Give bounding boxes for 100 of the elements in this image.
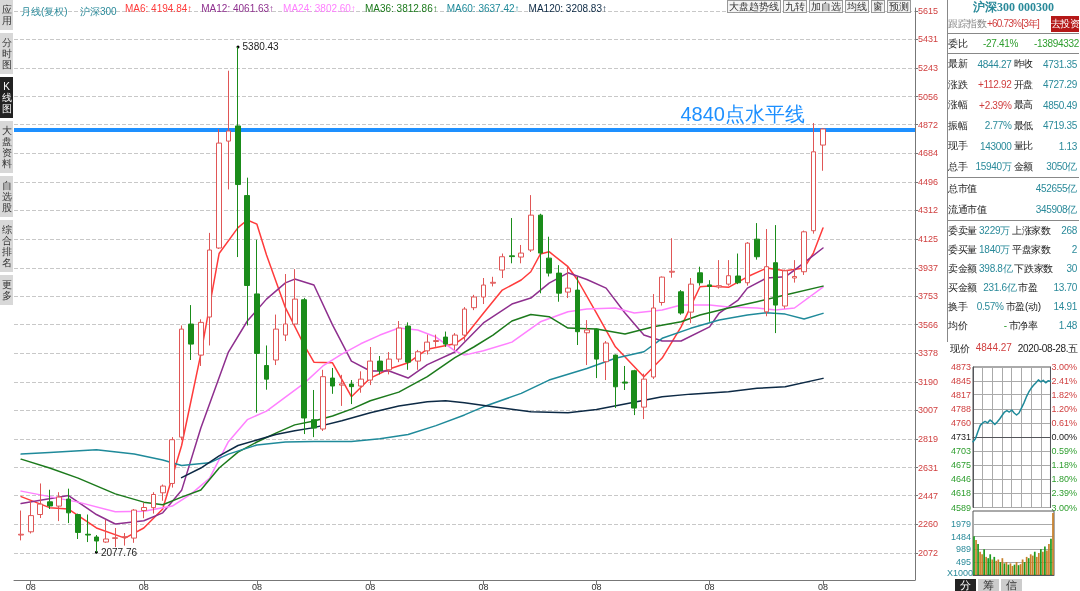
candlestick bbox=[112, 527, 118, 548]
candlestick bbox=[471, 294, 477, 311]
candlestick bbox=[528, 194, 534, 253]
candlestick bbox=[688, 277, 694, 324]
candlestick bbox=[160, 484, 166, 502]
text: 委卖量 bbox=[948, 223, 979, 238]
y2-tick-label: 0.00% bbox=[1051, 432, 1078, 443]
y2-tick-label: 1.82% bbox=[1051, 389, 1078, 400]
text: MA60: 3637.42↑ bbox=[446, 2, 520, 14]
candlestick bbox=[518, 244, 524, 264]
candlestick bbox=[575, 276, 580, 346]
y-tick-label: 5243 bbox=[918, 62, 939, 73]
text: 均价 bbox=[948, 318, 969, 333]
y-tick-label: 4817 bbox=[950, 389, 971, 400]
line-series bbox=[180, 377, 824, 479]
y-tick-label: 4731 bbox=[950, 432, 971, 443]
text: 换手 bbox=[948, 299, 969, 314]
candlestick bbox=[254, 239, 260, 414]
text: 量比 bbox=[1013, 139, 1034, 154]
y-tick-label: 989 bbox=[955, 544, 971, 555]
y2-tick-label: 2.39% bbox=[1051, 488, 1078, 499]
text: 2 bbox=[1070, 244, 1078, 255]
candlestick bbox=[207, 232, 212, 346]
text: 委比 bbox=[948, 36, 968, 51]
text: 最新 bbox=[948, 57, 969, 72]
candlestick bbox=[678, 289, 684, 316]
candlestick bbox=[726, 259, 731, 287]
candlestick bbox=[386, 351, 392, 375]
text: MA120: 3208.83↑ bbox=[528, 2, 607, 14]
text: 4727.29 bbox=[1041, 79, 1078, 91]
annotation: 2077.76 bbox=[100, 546, 138, 558]
candlestick bbox=[622, 365, 628, 391]
candlestick bbox=[745, 241, 750, 287]
text: 应用 bbox=[0, 0, 13, 30]
candlestick bbox=[131, 508, 137, 544]
y-tick-label: 4496 bbox=[918, 177, 939, 188]
candlestick bbox=[396, 320, 402, 363]
candlestick bbox=[707, 279, 712, 323]
candlestick bbox=[538, 213, 543, 294]
candlestick bbox=[405, 321, 411, 371]
x-tick-label: 08 bbox=[138, 581, 149, 591]
text: 452655亿 bbox=[1034, 181, 1078, 196]
candlestick bbox=[169, 436, 175, 489]
line-series bbox=[20, 311, 824, 467]
candlestick bbox=[801, 230, 807, 276]
y-tick-label: 4589 bbox=[950, 502, 971, 513]
text: 市盈(动) bbox=[1005, 299, 1042, 314]
text: 金额 bbox=[1013, 159, 1034, 174]
candlestick bbox=[641, 373, 647, 420]
chart-title: 月线(复权) bbox=[21, 5, 68, 17]
text: 1.48 bbox=[1057, 320, 1078, 331]
text: 市盈 bbox=[1018, 280, 1039, 295]
y-tick-label: 3566 bbox=[918, 319, 939, 330]
y-tick-label: 3753 bbox=[918, 290, 939, 301]
y-tick-label: 2072 bbox=[918, 548, 939, 559]
y-tick-label: 4845 bbox=[950, 375, 971, 386]
candlestick bbox=[782, 269, 788, 310]
text: 268 bbox=[1060, 225, 1078, 236]
text: -27.41% bbox=[982, 38, 1020, 49]
y-tick-label: 3007 bbox=[918, 405, 939, 416]
annotation: 窗 bbox=[871, 0, 885, 13]
candlestick bbox=[216, 128, 222, 250]
text: 上涨家数 bbox=[1011, 223, 1052, 238]
x-tick-label: 08 bbox=[365, 581, 376, 591]
candlestick bbox=[443, 331, 448, 348]
y-tick-label: 2631 bbox=[918, 462, 939, 473]
candlestick bbox=[556, 264, 562, 303]
candlestick bbox=[66, 488, 71, 524]
annotation: 加自选 bbox=[809, 0, 843, 13]
line-series bbox=[972, 379, 1052, 443]
text: 信 bbox=[1001, 579, 1022, 591]
candlestick bbox=[330, 367, 335, 395]
candlestick bbox=[659, 275, 665, 307]
candlestick bbox=[37, 482, 43, 519]
text: - bbox=[1002, 320, 1008, 331]
candlestick bbox=[273, 314, 279, 366]
candlestick bbox=[584, 319, 590, 366]
y-tick-label: 4760 bbox=[950, 417, 971, 428]
y2-tick-label: 0.59% bbox=[1051, 446, 1078, 457]
text: 143000 bbox=[978, 140, 1013, 152]
text: 分时图 bbox=[0, 33, 13, 74]
candlestick bbox=[490, 276, 496, 287]
candlestick bbox=[85, 514, 91, 543]
text: 4719.35 bbox=[1041, 120, 1078, 132]
candlestick bbox=[594, 328, 599, 379]
candlestick bbox=[264, 344, 269, 391]
text: MA24: 3802.60↑ bbox=[283, 2, 356, 14]
candlestick bbox=[509, 217, 515, 264]
candlestick bbox=[188, 304, 194, 361]
y-tick-label: 3937 bbox=[918, 262, 939, 273]
candlestick bbox=[349, 379, 354, 405]
text: 涨幅 bbox=[948, 98, 969, 113]
candlestick bbox=[56, 491, 62, 522]
text: 开盘 bbox=[1013, 77, 1034, 92]
y-tick-label: 4873 bbox=[950, 362, 971, 372]
candlestick bbox=[367, 346, 373, 386]
text: 委买量 bbox=[948, 242, 979, 257]
annotation: 5380.43 bbox=[242, 41, 280, 53]
text: K线图 bbox=[0, 77, 13, 118]
x-tick-label: 08 bbox=[704, 581, 715, 591]
